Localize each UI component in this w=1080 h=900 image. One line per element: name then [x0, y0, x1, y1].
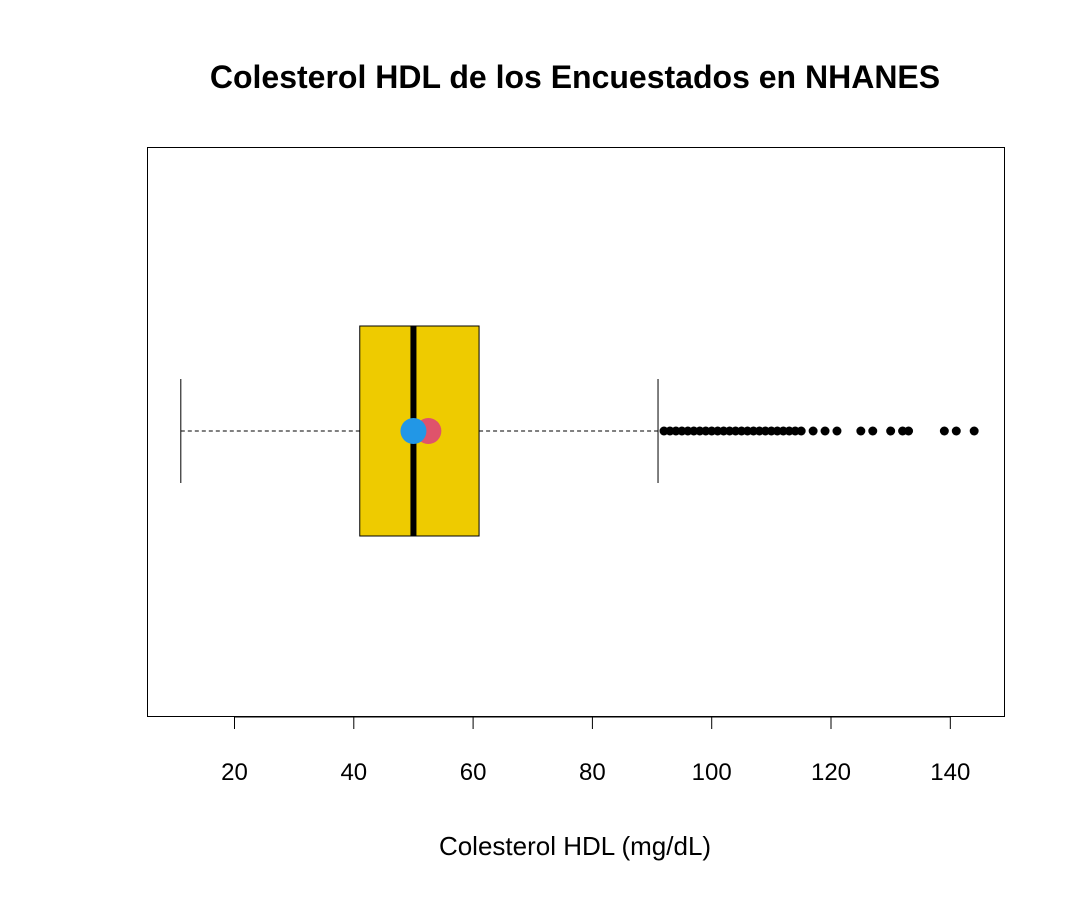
- outlier-point: [969, 426, 979, 436]
- x-axis: 20 40 60 80 100 120 140: [221, 716, 970, 786]
- x-tick-label: 140: [930, 759, 970, 786]
- outlier-point: [904, 426, 914, 436]
- median-marker: [400, 418, 427, 444]
- outlier-point: [796, 426, 806, 436]
- outlier-point: [886, 426, 896, 436]
- outlier-point: [856, 426, 866, 436]
- outlier-point: [951, 426, 961, 436]
- chart-title: Colesterol HDL de los Encuestados en NHA…: [210, 59, 940, 95]
- x-axis-label: Colesterol HDL (mg/dL): [439, 831, 711, 861]
- outlier-point: [820, 426, 830, 436]
- outlier-point: [868, 426, 878, 436]
- x-tick-label: 40: [340, 759, 367, 786]
- outlier-point: [808, 426, 818, 436]
- outlier-point: [832, 426, 842, 436]
- outlier-point: [939, 426, 949, 436]
- x-tick-label: 20: [221, 759, 248, 786]
- plot-layer: [180, 325, 979, 537]
- x-tick-label: 80: [579, 759, 606, 786]
- x-tick-label: 60: [460, 759, 487, 786]
- x-tick-label: 120: [811, 759, 851, 786]
- x-tick-label: 100: [692, 759, 732, 786]
